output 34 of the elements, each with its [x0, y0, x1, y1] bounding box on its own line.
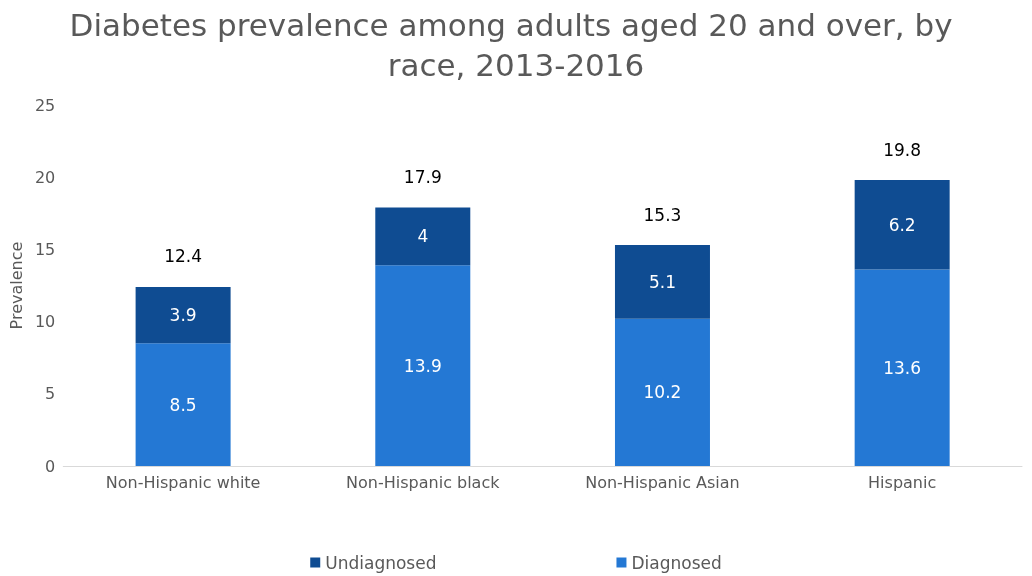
data-label: 4: [417, 226, 429, 247]
y-tick-label: 15: [34, 239, 56, 259]
data-label: 6.2: [888, 214, 916, 235]
total-label: 17.9: [403, 167, 442, 188]
x-tick-label: Hispanic: [868, 472, 937, 492]
bar: [614, 318, 710, 466]
y-tick-label: 0: [45, 456, 56, 476]
x-tick-label: Non-Hispanic Asian: [585, 472, 740, 492]
bar: [854, 269, 950, 466]
bar: [375, 265, 471, 466]
bar: [614, 245, 710, 319]
bar: [135, 343, 231, 466]
bar: [375, 207, 471, 266]
x-tick-label: Non-Hispanic white: [105, 472, 261, 492]
legend-label: Undiagnosed: [325, 552, 437, 573]
total-label: 12.4: [164, 246, 203, 267]
y-axis-title: Prevalence: [6, 241, 26, 330]
data-label: 3.9: [169, 305, 197, 326]
data-label: 5.1: [648, 271, 676, 292]
chart-title: Diabetes prevalence among adults aged 20 and over, by race, 2013-2016: [69, 7, 963, 83]
data-label: 13.9: [403, 355, 442, 376]
x-tick-label: Non-Hispanic black: [346, 472, 501, 492]
total-label: 19.8: [883, 139, 922, 160]
y-tick-label: 25: [34, 95, 56, 115]
y-tick-label: 20: [34, 167, 56, 187]
bar: [135, 286, 231, 344]
y-tick-label: 5: [45, 384, 56, 404]
y-tick-label: 10: [34, 312, 56, 332]
total-label: 15.3: [643, 204, 682, 225]
data-label: 8.5: [169, 394, 197, 415]
legend-label: Diagnosed: [631, 552, 722, 573]
bar: [854, 180, 950, 270]
data-label: 13.6: [883, 357, 922, 378]
data-label: 10.2: [643, 382, 682, 403]
